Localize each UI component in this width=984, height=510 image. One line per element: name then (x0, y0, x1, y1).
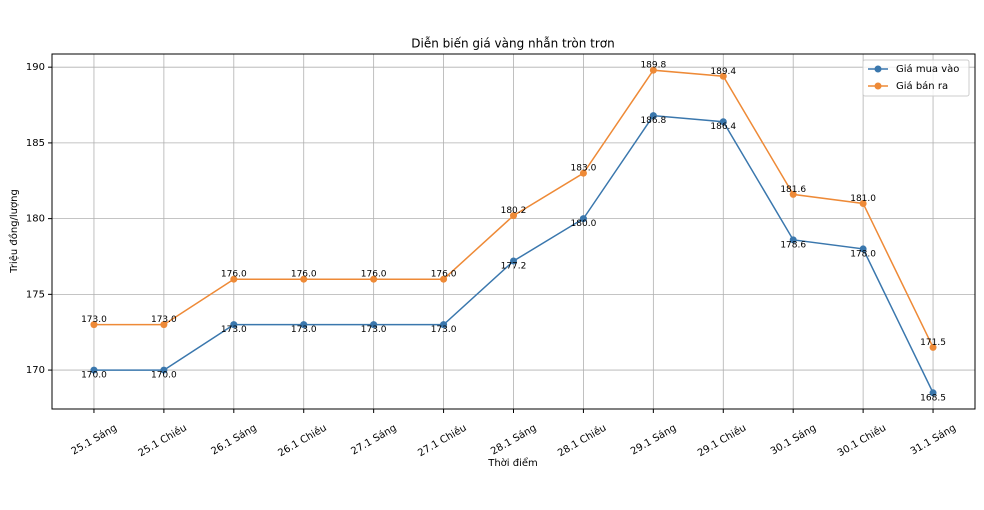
data-point (440, 321, 448, 329)
y-tick-label: 190 (26, 62, 45, 73)
value-label: 173.0 (81, 315, 107, 325)
value-label: 183.0 (571, 164, 597, 174)
data-point (90, 321, 98, 329)
value-label: 173.0 (431, 325, 457, 335)
value-label: 181.0 (850, 194, 876, 204)
value-label: 177.2 (501, 262, 527, 272)
data-point (859, 245, 867, 253)
value-label: 178.6 (780, 240, 806, 250)
value-label: 170.0 (151, 371, 177, 381)
y-tick-label: 170 (26, 365, 45, 376)
y-tick-label: 185 (26, 138, 45, 149)
data-point (859, 199, 867, 207)
value-label: 176.0 (291, 270, 317, 280)
data-point (719, 118, 727, 126)
value-label: 186.8 (640, 116, 666, 126)
legend-label: Giá mua vào (896, 63, 959, 75)
data-point (649, 112, 657, 120)
data-point (510, 257, 517, 265)
value-label: 189.8 (640, 61, 666, 71)
data-point (789, 190, 797, 198)
data-point (370, 321, 378, 329)
y-tick-label: 180 (26, 214, 45, 225)
value-label: 173.0 (361, 325, 387, 335)
data-point (929, 389, 937, 397)
data-point (160, 366, 168, 374)
data-point (370, 275, 378, 283)
value-label: 176.0 (361, 270, 387, 280)
value-label: 168.5 (920, 393, 946, 403)
data-point (230, 321, 238, 329)
data-point (230, 275, 238, 283)
data-point (300, 275, 308, 283)
value-label: 173.0 (291, 325, 317, 335)
data-point (579, 169, 587, 177)
data-point (789, 236, 797, 244)
data-point (929, 343, 937, 351)
data-point (440, 275, 448, 283)
y-tick-label: 175 (26, 289, 45, 300)
data-point (649, 66, 657, 74)
value-label: 181.6 (780, 185, 806, 195)
value-label: 186.4 (710, 122, 736, 132)
value-label: 180.0 (571, 219, 597, 229)
legend-marker (874, 82, 882, 90)
data-point (510, 212, 517, 220)
value-label: 173.0 (221, 325, 247, 335)
legend-label: Giá bán ra (896, 80, 948, 92)
value-label: 171.5 (920, 338, 946, 348)
value-label: 189.4 (710, 67, 736, 77)
chart-title: Diễn biến giá vàng nhẫn tròn trơn (411, 37, 614, 51)
legend-marker (874, 65, 882, 73)
data-point (160, 321, 168, 329)
value-label: 176.0 (431, 270, 457, 280)
data-point (719, 72, 727, 80)
legend-box (862, 59, 970, 97)
data-point (90, 366, 98, 374)
value-label: 170.0 (81, 371, 107, 381)
value-label: 180.2 (501, 206, 527, 216)
value-label: 176.0 (221, 270, 247, 280)
value-label: 178.0 (850, 249, 876, 259)
x-axis-label: Thời điểm (487, 456, 538, 469)
y-axis-label: Triệu đồng/lượng (8, 189, 20, 274)
data-point (300, 321, 308, 329)
value-label: 173.0 (151, 315, 177, 325)
data-point (579, 215, 587, 223)
